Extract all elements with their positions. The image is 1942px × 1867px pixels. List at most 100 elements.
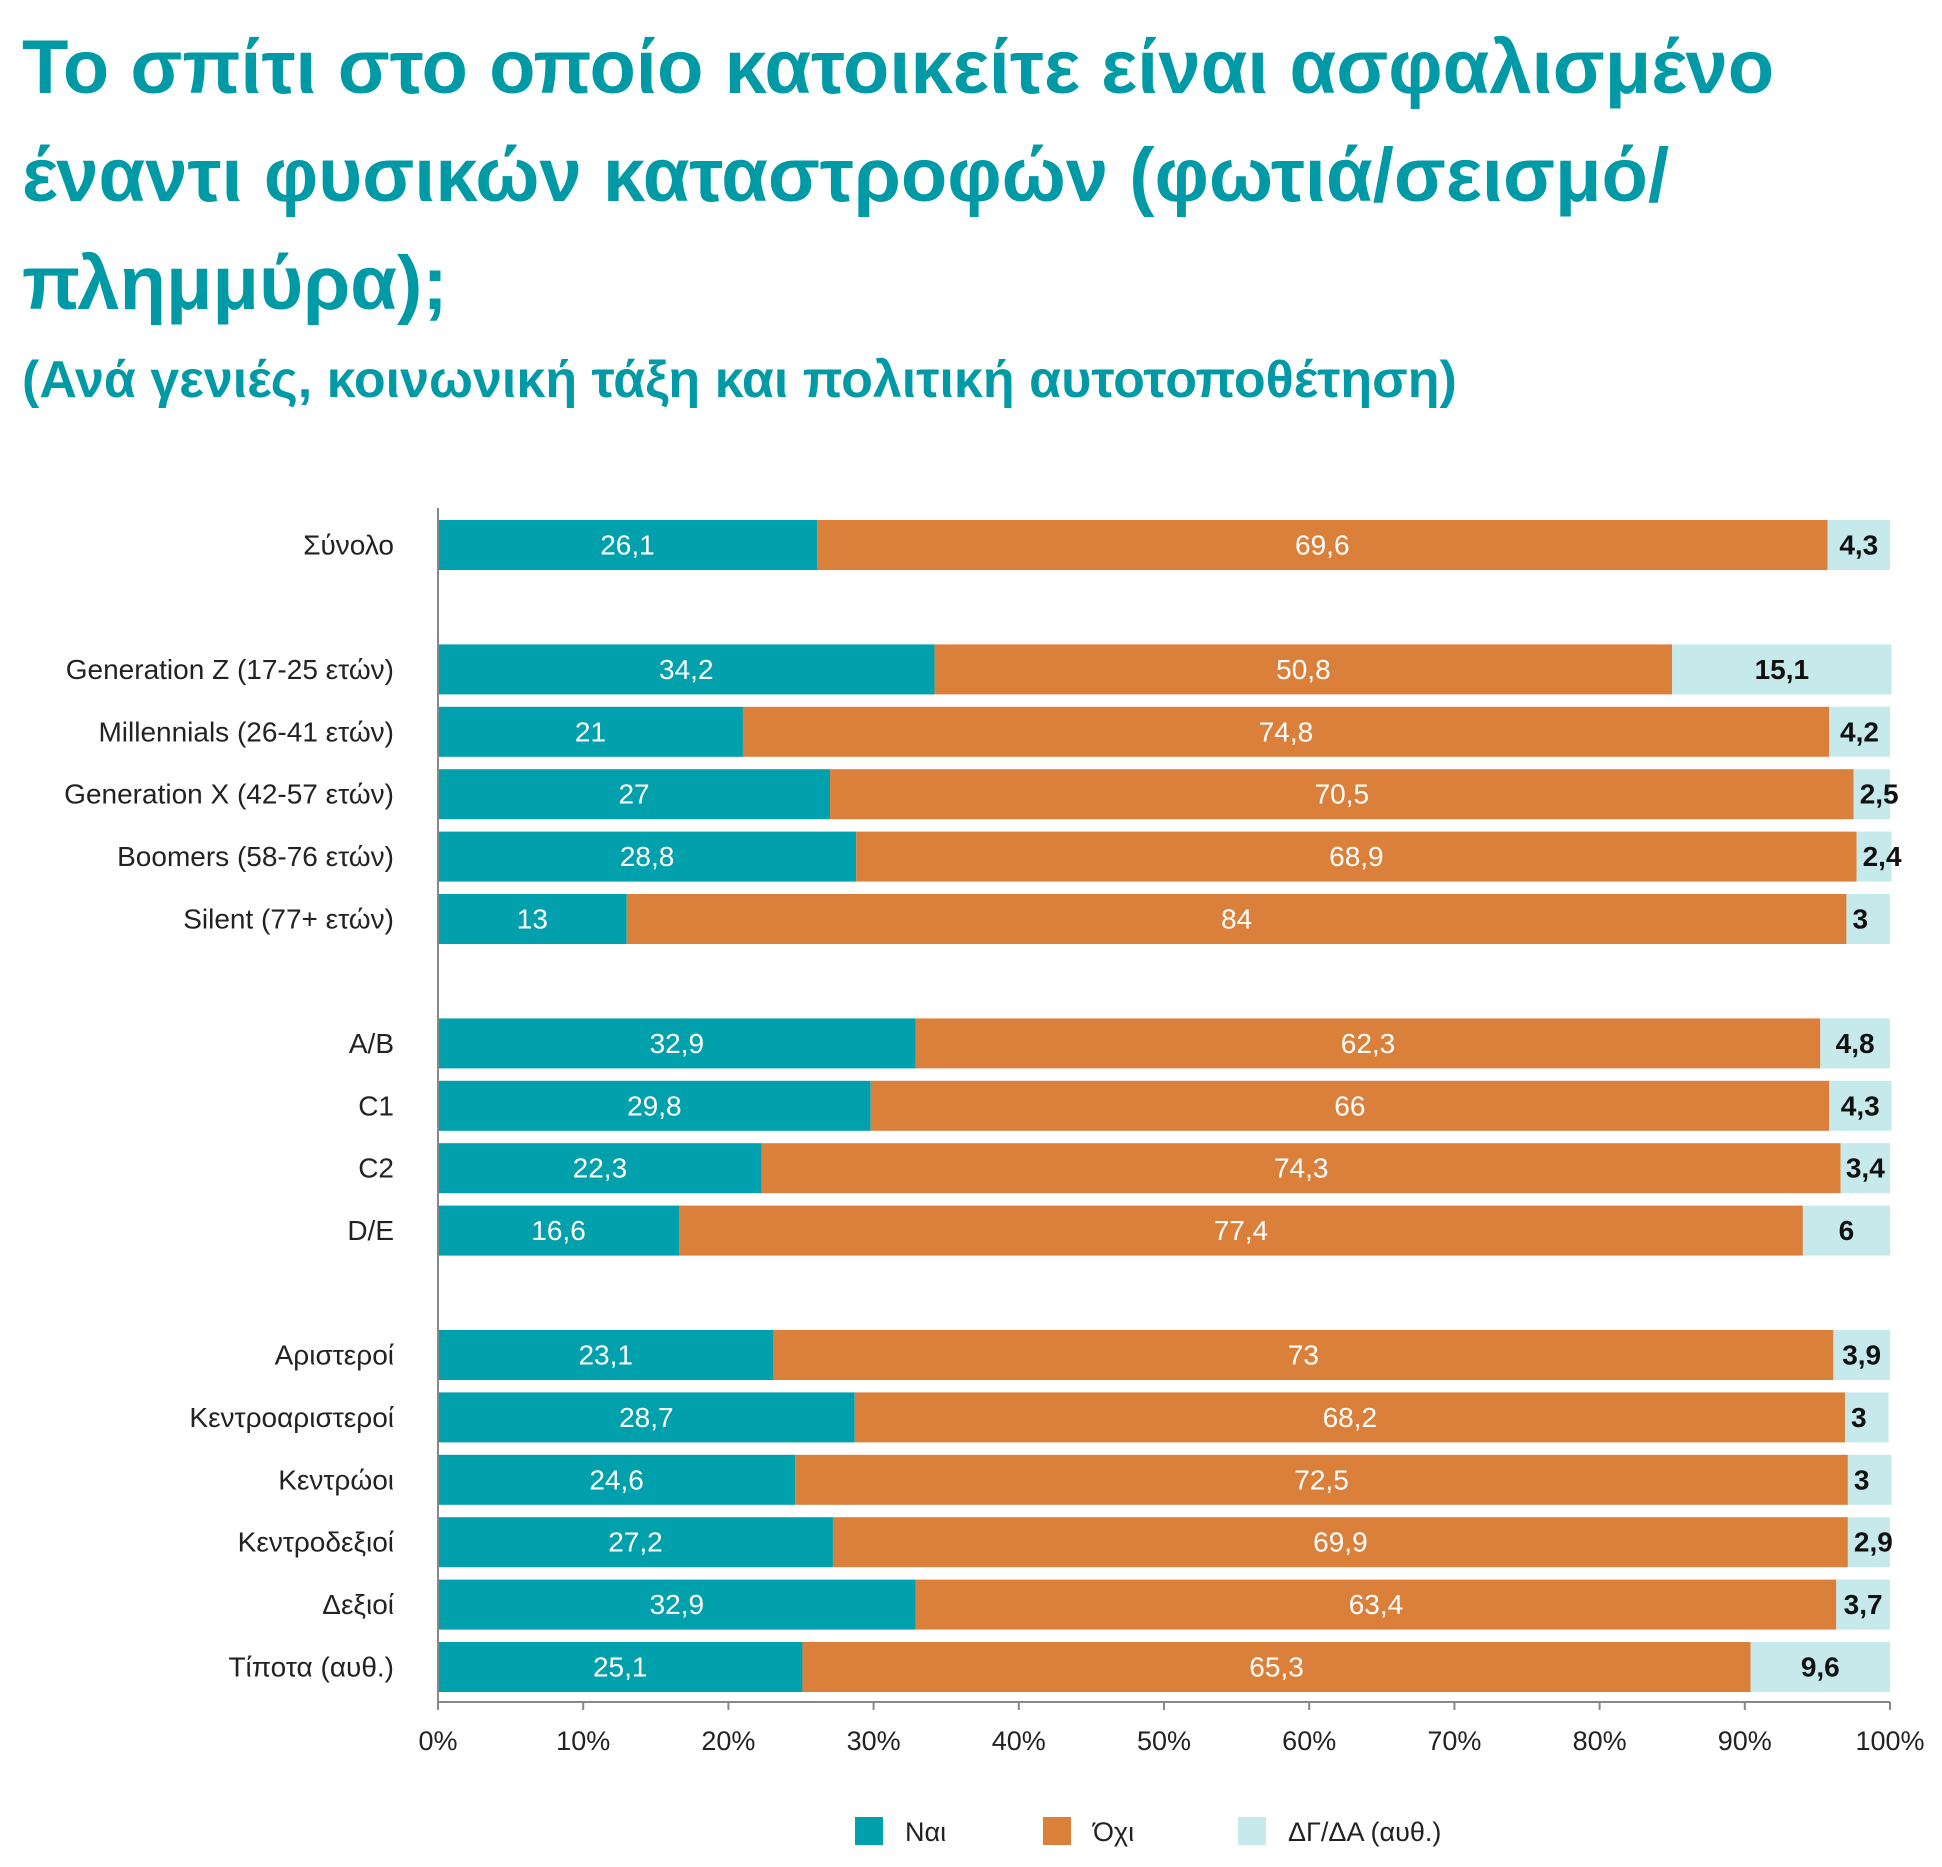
data-label-dk: 4,3: [1839, 530, 1878, 561]
data-label-no: 66: [1334, 1090, 1365, 1121]
data-label-yes: 21: [575, 716, 606, 747]
category-label: Silent (77+ ετών): [183, 904, 394, 935]
bar-dk: [1750, 1642, 1890, 1692]
bar-yes: [438, 894, 627, 944]
category-label: Δεξιοί: [322, 1589, 394, 1620]
title-line-2: έναντι φυσικών καταστροφών (φωτιά/σεισμό…: [22, 133, 1670, 218]
data-label-dk: 4,2: [1840, 716, 1879, 747]
bar-yes: [438, 644, 935, 695]
x-tick-label: 50%: [1137, 1726, 1191, 1756]
chart-subtitle: (Ανά γενιές, κοινωνική τάξη και πολιτική…: [22, 351, 1457, 409]
bar-yes: [438, 1392, 855, 1443]
legend-swatch-no: [1043, 1817, 1071, 1845]
data-label-yes: 13: [517, 904, 548, 935]
data-label-no: 74,8: [1259, 716, 1314, 747]
data-label-dk: 4,8: [1836, 1028, 1875, 1059]
category-label: Generation Z (17-25 ετών): [66, 654, 394, 685]
data-label-no: 70,5: [1315, 779, 1370, 810]
bar-yes: [438, 1454, 796, 1505]
data-label-yes: 32,9: [650, 1589, 705, 1620]
bar-dk: [1833, 1330, 1890, 1380]
x-tick-label: 70%: [1427, 1726, 1481, 1756]
bar-dk: [1827, 520, 1890, 570]
bar-yes: [438, 1143, 762, 1194]
bar-no: [679, 1205, 1803, 1256]
legend-label-dk: ΔΓ/ΔΑ (αυθ.): [1288, 1817, 1441, 1847]
data-label-no: 68,2: [1323, 1402, 1378, 1433]
bar-yes: [438, 1205, 680, 1256]
category-label: Generation X (42-57 ετών): [64, 779, 394, 810]
data-label-yes: 26,1: [600, 530, 655, 561]
bar-dk: [1802, 1205, 1890, 1256]
x-tick-label: 20%: [701, 1726, 755, 1756]
bar-dk: [1820, 1018, 1890, 1069]
category-label: Κεντρώοι: [278, 1464, 394, 1495]
bar-no: [915, 1018, 1821, 1069]
x-tick-label: 30%: [847, 1726, 901, 1756]
bar-no: [830, 769, 1854, 820]
legend-swatch-yes: [855, 1817, 883, 1845]
bar-no: [854, 1392, 1845, 1443]
category-label: C2: [358, 1153, 394, 1184]
bar-dk: [1844, 1392, 1889, 1443]
x-tick-label: 60%: [1282, 1726, 1336, 1756]
data-label-no: 65,3: [1249, 1652, 1304, 1683]
data-label-dk: 3,4: [1846, 1153, 1885, 1184]
bar-dk: [1672, 644, 1892, 695]
data-label-dk: 9,6: [1801, 1652, 1840, 1683]
bar-dk: [1847, 1517, 1890, 1568]
x-tick-label: 80%: [1573, 1726, 1627, 1756]
category-label: Κεντροδεξιοί: [238, 1527, 394, 1558]
bar-yes: [438, 1018, 916, 1069]
data-label-no: 63,4: [1349, 1589, 1404, 1620]
bar-no: [816, 520, 1828, 570]
data-label-no: 68,9: [1329, 841, 1384, 872]
data-label-yes: 32,9: [650, 1028, 705, 1059]
legend-label-yes: Ναι: [905, 1817, 946, 1847]
data-label-dk: 6: [1839, 1215, 1855, 1246]
data-label-dk: 2,4: [1863, 841, 1902, 872]
x-tick-label: 90%: [1718, 1726, 1772, 1756]
bars-layer: Σύνολο 26,1 6 9,6 4,3 Generation Z (17-25 ετώ…: [64, 520, 1902, 1692]
chart-title: Το σπίτι στο οποίο κατοικείτε είναι ασφα…: [22, 14, 1922, 338]
bar-yes: [438, 769, 831, 820]
bar-dk: [1829, 1080, 1892, 1131]
data-label-yes: 28,8: [620, 841, 675, 872]
bar-yes: [438, 1080, 871, 1131]
category-label: Σύνολο: [303, 530, 394, 561]
data-label-dk: 3: [1852, 904, 1868, 935]
data-label-dk: 15,1: [1755, 654, 1810, 685]
data-label-dk: 3: [1851, 1402, 1867, 1433]
bar-no: [773, 1330, 1834, 1380]
legend: Ναι Όχι ΔΓ/ΔΑ (αυθ.): [855, 1817, 1441, 1847]
category-label: A/B: [349, 1028, 394, 1059]
bar-dk: [1846, 894, 1890, 944]
x-tick-label: 10%: [556, 1726, 610, 1756]
data-label-yes: 24,6: [589, 1464, 644, 1495]
bar-yes: [438, 706, 743, 757]
category-label: Millennials (26-41 ετών): [98, 716, 394, 747]
data-label-no: 77,4: [1214, 1215, 1269, 1246]
data-label-yes: 16,6: [531, 1215, 586, 1246]
data-label-yes: 25,1: [593, 1652, 648, 1683]
category-label: C1: [358, 1090, 394, 1121]
data-label-dk: 4,3: [1841, 1090, 1880, 1121]
title-line-1: Το σπίτι στο οποίο κατοικείτε είναι ασφα…: [22, 25, 1775, 110]
bar-no: [626, 894, 1847, 944]
axes-layer: 0% 10% 20% 30% 40% 50% 60% 70% 80% 90% 100%: [418, 508, 1925, 1756]
bar-yes: [438, 1330, 774, 1380]
data-label-dk: 2,5: [1860, 779, 1899, 810]
bar-yes: [438, 520, 817, 570]
data-label-no: 69,9: [1313, 1527, 1368, 1558]
data-label-dk: 3,9: [1842, 1340, 1881, 1371]
bar-yes: [438, 1579, 916, 1630]
bar-no: [934, 644, 1673, 695]
data-label-no: 74,3: [1274, 1153, 1329, 1184]
bar-no: [856, 831, 1857, 882]
category-label: D/E: [347, 1215, 394, 1246]
data-label-yes: 27: [618, 779, 649, 810]
bar-dk: [1853, 769, 1890, 820]
bar-no: [742, 706, 1830, 757]
x-tick-label: 40%: [992, 1726, 1046, 1756]
